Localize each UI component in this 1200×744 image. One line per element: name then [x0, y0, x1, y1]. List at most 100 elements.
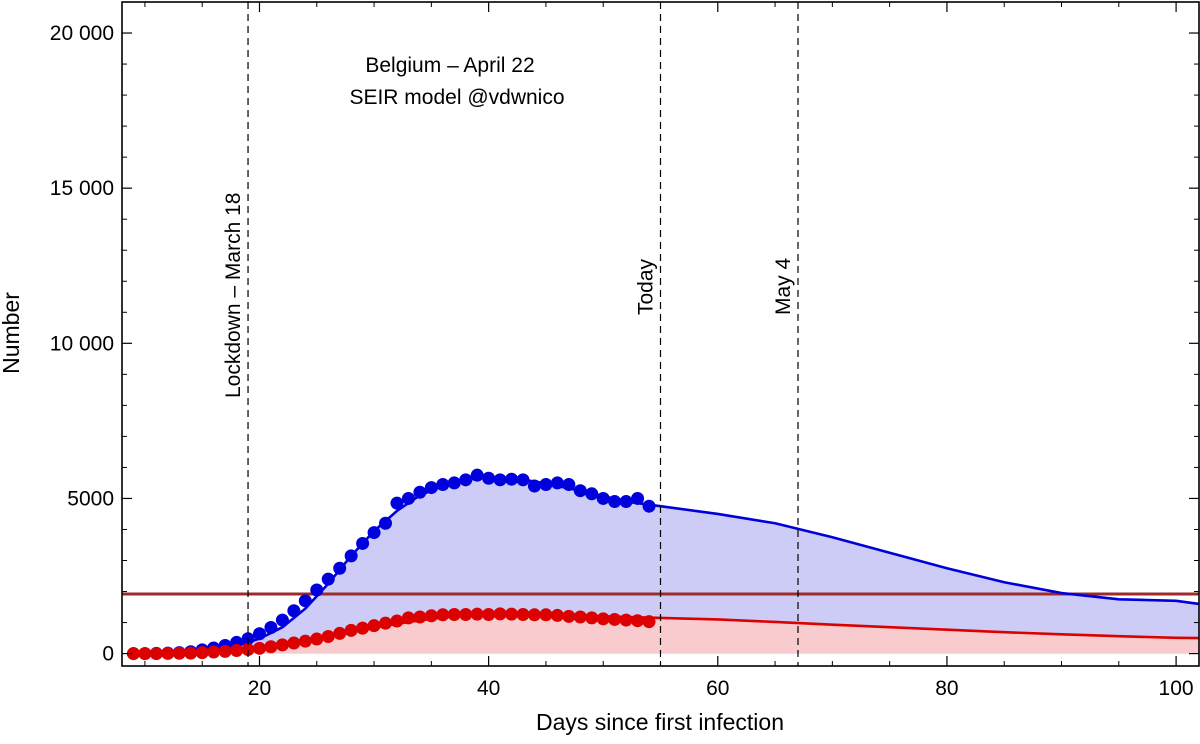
icu-point [413, 610, 427, 624]
icu-point [585, 611, 599, 625]
hospitalized-point [573, 484, 587, 498]
icu-point [401, 611, 415, 625]
hospitalized-point [619, 495, 633, 509]
x-tick-label: 40 [477, 677, 500, 700]
hospitalized-point [344, 549, 358, 563]
icu-point [527, 608, 541, 622]
hospitalized-point [401, 491, 415, 505]
y-axis-title: Number [0, 292, 24, 374]
vertical-marker-label: Lockdown – March 18 [222, 193, 245, 398]
icu-point [516, 607, 530, 621]
icu-point [505, 607, 519, 621]
hospitalized-point [447, 476, 461, 490]
vertical-markers: Lockdown – March 18 Today May 4 [222, 2, 799, 666]
hospitalized-point [424, 481, 438, 495]
chart-title-line-2: SEIR model @vdwnico [349, 86, 564, 109]
icu-point [172, 646, 186, 660]
icu-point [287, 636, 301, 650]
area-fills [133, 477, 1200, 654]
y-tick-label: 5000 [67, 487, 114, 510]
chart-title-line-1: Belgium – April 22 [365, 54, 534, 77]
hospitalized-point [459, 473, 473, 487]
icu-point [149, 647, 163, 661]
x-tick-label: 80 [935, 677, 958, 700]
hospitalized-point [493, 473, 507, 487]
data-points [126, 468, 656, 661]
hospitalized-point [596, 491, 610, 505]
hospitalized-point [264, 621, 278, 635]
icu-point [321, 630, 335, 644]
hospitalized-point [539, 477, 553, 491]
icu-point [344, 623, 358, 637]
icu-point [470, 607, 484, 621]
hospitalized-point [585, 487, 599, 501]
hospitalized-point [252, 627, 266, 641]
hospitalized-point [333, 561, 347, 575]
hospitalized-point [505, 472, 519, 486]
icu-point [298, 634, 312, 648]
icu-point [333, 626, 347, 640]
hospitalized-point [527, 479, 541, 493]
y-tick-label: 15 000 [50, 177, 114, 200]
hospitalized-point [356, 536, 370, 550]
hospitalized-point [390, 496, 404, 510]
hospitalized-point [379, 516, 393, 530]
hospitalized-point [321, 572, 335, 586]
x-tick-label: 100 [1159, 677, 1194, 700]
hospitalized-point [562, 477, 576, 491]
hospitalized-point [275, 613, 289, 627]
icu-point [310, 632, 324, 646]
hospitalized_model-area [133, 477, 1200, 654]
icu-point [482, 607, 496, 621]
hospitalized-point [608, 495, 622, 509]
icu-point [264, 640, 278, 654]
icu-point [550, 608, 564, 622]
icu-point [642, 615, 656, 629]
hospitalized-point [550, 476, 564, 490]
icu-point [562, 609, 576, 623]
y-tick-label: 10 000 [50, 332, 114, 355]
axis-ticks: 20 40 60 80 100 0 5000 10 000 15 000 20 000 [50, 1, 1199, 700]
icu-point [252, 641, 266, 655]
hospitalized-point [470, 468, 484, 482]
y-tick-label: 0 [102, 643, 114, 666]
icu-point [447, 607, 461, 621]
icu-point [631, 614, 645, 628]
icu-point [161, 646, 175, 660]
hospitalized-point [287, 604, 301, 618]
icu-point [241, 643, 255, 657]
hospitalized-point [367, 526, 381, 540]
vertical-marker-label: May 4 [772, 257, 795, 315]
hospitalized-point [642, 499, 656, 513]
icu-point [608, 612, 622, 626]
icu-point [596, 612, 610, 626]
hospitalized-point [482, 471, 496, 485]
icu-point [207, 645, 221, 659]
x-tick-label: 20 [248, 677, 271, 700]
icu-point [573, 610, 587, 624]
hospitalized-point [631, 491, 645, 505]
hospitalized-point [310, 583, 324, 597]
icu-point [195, 646, 209, 660]
icu-point [218, 644, 232, 658]
hospitalized-point [436, 477, 450, 491]
hospitalized-point [298, 594, 312, 608]
icu-point [390, 614, 404, 628]
icu-point [138, 647, 152, 661]
hospitalized-point [516, 473, 530, 487]
annotations: Belgium – April 22 SEIR model @vdwnico [349, 54, 564, 109]
icu-point [379, 616, 393, 630]
hospitalized-point [413, 485, 427, 499]
icu-point [184, 646, 198, 660]
icu-point [126, 647, 140, 661]
x-tick-label: 60 [706, 677, 729, 700]
icu-point [424, 609, 438, 623]
icu-point [539, 608, 553, 622]
y-tick-label: 20 000 [50, 22, 114, 45]
icu-point [459, 607, 473, 621]
icu-point [275, 638, 289, 652]
vertical-marker-label: Today [635, 258, 658, 315]
icu-point [230, 643, 244, 657]
